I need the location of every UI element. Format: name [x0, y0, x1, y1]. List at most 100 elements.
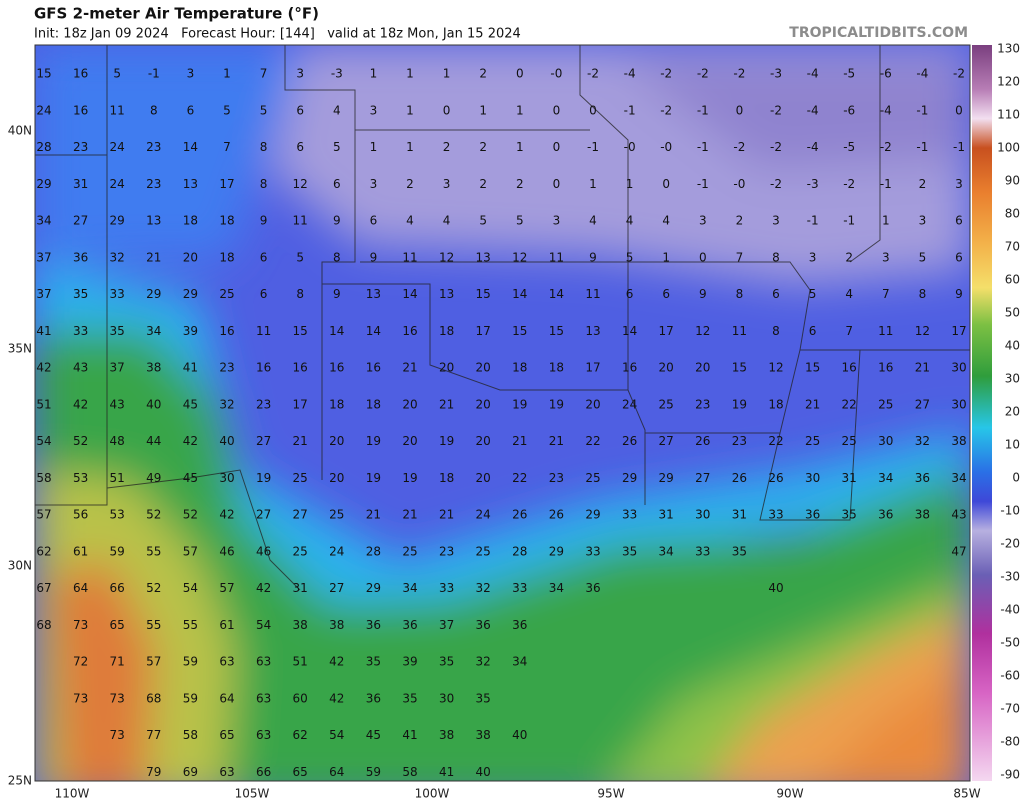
temp-label: 20	[329, 471, 344, 485]
lon-label: 100W	[415, 787, 450, 801]
temp-label: 38	[293, 618, 308, 632]
temp-label: 9	[955, 287, 963, 301]
temp-label: 2	[443, 140, 451, 154]
temp-label: 7	[845, 324, 853, 338]
temp-label: 16	[293, 361, 308, 375]
temp-label: 11	[256, 324, 271, 338]
temp-label: 16	[878, 361, 893, 375]
temp-label: 59	[183, 691, 198, 705]
temp-label: 43	[951, 508, 966, 522]
temp-label: 40	[146, 397, 161, 411]
lat-label: 25N	[8, 774, 32, 788]
temp-label: 3	[443, 177, 451, 191]
temp-label: 21	[402, 508, 417, 522]
temp-label: 1	[516, 103, 524, 117]
temp-label: -2	[843, 177, 855, 191]
temp-label: 72	[73, 655, 88, 669]
colorbar-label: -90	[1000, 768, 1020, 782]
colorbar-label: -80	[1000, 735, 1020, 749]
colorbar-label: 50	[1005, 306, 1020, 320]
temp-label: 3	[699, 214, 707, 228]
temp-label: 6	[772, 287, 780, 301]
temp-label: 6	[626, 287, 634, 301]
temp-label: 26	[768, 471, 783, 485]
temp-label: -2	[770, 177, 782, 191]
lat-label: 40N	[8, 124, 32, 138]
colorbar-label: 60	[1005, 273, 1020, 287]
colorbar-label: -10	[1000, 504, 1020, 518]
temp-label: -4	[807, 67, 819, 81]
temp-label: 7	[736, 250, 744, 264]
temp-label: 24	[36, 103, 51, 117]
temp-label: 3	[370, 103, 378, 117]
temp-label: 14	[549, 287, 564, 301]
temp-label: -3	[807, 177, 819, 191]
temp-label: 3	[553, 214, 561, 228]
temp-label: 13	[476, 250, 491, 264]
temp-label: 34	[549, 581, 564, 595]
temp-label: 20	[659, 361, 674, 375]
temp-label: 68	[146, 691, 161, 705]
temp-label: -2	[770, 140, 782, 154]
temp-label: 15	[512, 324, 527, 338]
temp-label: -4	[624, 67, 636, 81]
temp-label: 38	[476, 728, 491, 742]
temp-label: 34	[951, 471, 966, 485]
colorbar-label: 70	[1005, 240, 1020, 254]
temp-label: 21	[512, 434, 527, 448]
temp-label: 24	[476, 508, 491, 522]
temp-label: 23	[439, 544, 454, 558]
temp-label: 6	[260, 287, 268, 301]
temp-label: 73	[110, 691, 125, 705]
temp-label: 21	[915, 361, 930, 375]
temp-label: 17	[659, 324, 674, 338]
temp-label: 68	[36, 618, 51, 632]
temp-label: -1	[916, 140, 928, 154]
temp-label: 59	[110, 544, 125, 558]
temp-label: 16	[219, 324, 234, 338]
temp-label: 38	[915, 508, 930, 522]
temp-label: 1	[223, 67, 231, 81]
temp-label: 2	[919, 177, 927, 191]
temp-label: 54	[36, 434, 51, 448]
temp-label: 8	[150, 103, 158, 117]
temp-label: 53	[73, 471, 88, 485]
temp-label: 13	[439, 287, 454, 301]
colorbar-label: -70	[1000, 702, 1020, 716]
temp-label: -6	[880, 67, 892, 81]
temp-label: -2	[770, 103, 782, 117]
temp-label: -2	[733, 140, 745, 154]
lon-label: 105W	[235, 787, 270, 801]
temp-label: 1	[406, 140, 414, 154]
colorbar-label: -60	[1000, 669, 1020, 683]
temp-label: 20	[329, 434, 344, 448]
colorbar-label: -30	[1000, 570, 1020, 584]
temp-label: 54	[256, 618, 271, 632]
colorbar-label: 120	[997, 75, 1020, 89]
temp-label: 35	[732, 544, 747, 558]
temp-label: 33	[73, 324, 88, 338]
temp-label: 36	[512, 618, 527, 632]
temp-label: 0	[589, 103, 597, 117]
temp-label: 18	[219, 214, 234, 228]
temp-label: 1	[406, 67, 414, 81]
temp-label: 53	[110, 508, 125, 522]
temp-label: 32	[915, 434, 930, 448]
temp-label: 58	[36, 471, 51, 485]
temp-label: 7	[882, 287, 890, 301]
temp-label: 35	[439, 655, 454, 669]
temp-label: 30	[439, 691, 454, 705]
temp-label: 21	[549, 434, 564, 448]
lat-label: 35N	[8, 342, 32, 356]
temp-label: -2	[660, 67, 672, 81]
temp-label: 16	[622, 361, 637, 375]
temp-label: 21	[805, 397, 820, 411]
temp-label: -1	[697, 140, 709, 154]
temp-label: 0	[699, 250, 707, 264]
colorbar-label: 110	[997, 108, 1020, 122]
temp-label: 20	[439, 361, 454, 375]
temp-label: 54	[183, 581, 198, 595]
temp-label: 14	[402, 287, 417, 301]
temp-label: 33	[110, 287, 125, 301]
temp-label: 36	[366, 691, 381, 705]
